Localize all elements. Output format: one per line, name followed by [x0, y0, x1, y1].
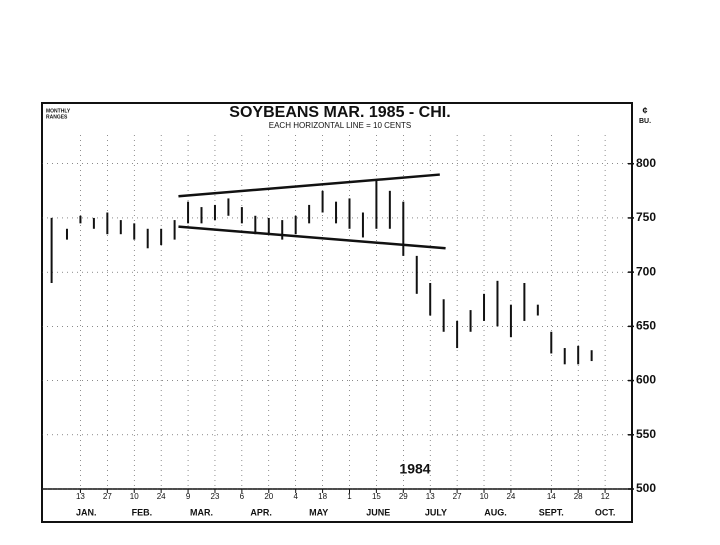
month-label: JUNE [366, 507, 390, 517]
y-tick-label: 550 [636, 427, 656, 441]
unit-label: ¢ [642, 105, 647, 115]
x-tick-label: 27 [103, 492, 112, 501]
x-tick-label: 9 [186, 492, 191, 501]
y-tick-label: 800 [636, 156, 656, 170]
chart-subtitle: EACH HORIZONTAL LINE = 10 CENTS [269, 121, 411, 130]
month-label: APR. [250, 507, 272, 517]
year-annotation: 1984 [399, 461, 430, 477]
x-tick-label: 23 [211, 492, 220, 501]
month-label: SEPT. [539, 507, 564, 517]
chart-title: SOYBEANS MAR. 1985 - CHI. [229, 104, 450, 121]
month-label: MAY [309, 507, 328, 517]
x-tick-label: 27 [453, 492, 462, 501]
month-label: MAR. [190, 507, 213, 517]
y-tick-label: 500 [636, 481, 656, 495]
x-tick-label: 4 [293, 492, 298, 501]
frame [41, 102, 633, 523]
unit-label: BU. [639, 118, 651, 125]
x-tick-label: 24 [506, 492, 515, 501]
x-tick-label: 12 [601, 492, 610, 501]
x-tick-label: 29 [399, 492, 408, 501]
x-tick-label: 13 [76, 492, 85, 501]
x-tick-label: 18 [318, 492, 327, 501]
x-tick-label: 10 [480, 492, 489, 501]
x-tick-label: 10 [130, 492, 139, 501]
month-label: FEB. [132, 507, 153, 517]
x-tick-label: 6 [240, 492, 245, 501]
x-tick-label: 28 [574, 492, 583, 501]
month-label: AUG. [484, 507, 507, 517]
y-tick-label: 750 [636, 210, 656, 224]
x-tick-label: 14 [547, 492, 556, 501]
month-label: OCT. [595, 507, 616, 517]
trendline [178, 173, 440, 198]
left-label: MONTHLY [46, 108, 71, 114]
x-tick-label: 1 [347, 492, 352, 501]
trendline [178, 225, 446, 250]
x-tick-label: 13 [426, 492, 435, 501]
x-tick-label: 20 [264, 492, 273, 501]
x-tick-label: 15 [372, 492, 381, 501]
x-tick-label: 24 [157, 492, 166, 501]
y-tick-label: 600 [636, 373, 656, 387]
left-label: RANGES [46, 114, 68, 120]
y-tick-label: 700 [636, 264, 656, 278]
month-label: JULY [425, 507, 447, 517]
y-tick-label: 650 [636, 319, 656, 333]
month-label: JAN. [76, 507, 97, 517]
